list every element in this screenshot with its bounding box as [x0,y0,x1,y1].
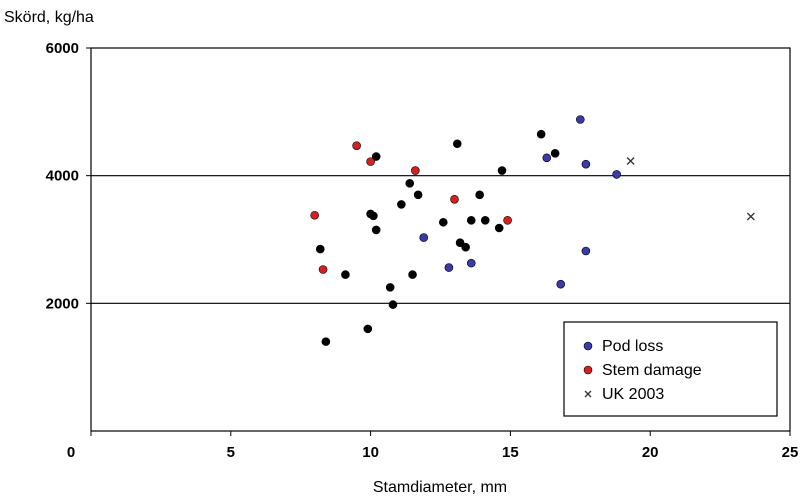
data-point [341,270,350,279]
data-point [363,324,373,334]
data-point [494,223,504,233]
legend-box [563,321,778,417]
legend-label: Pod loss [602,338,663,355]
data-point-pod-loss [444,263,454,272]
data-point [321,337,331,346]
data-point-pod-loss [419,233,429,242]
data-point-pod-loss [542,153,552,163]
data-point [413,190,423,200]
data-point-pod-loss [612,170,621,179]
legend-marker [583,341,593,351]
legend-label: UK 2003 [602,386,664,403]
data-point-pod-loss [581,246,591,256]
data-point [397,200,406,209]
data-point [466,216,476,225]
data-point [480,216,490,225]
data-point [369,211,378,221]
data-point-pod-loss [581,159,591,169]
x-mark-stroke [584,390,592,398]
data-point [385,283,395,292]
data-point [388,300,398,309]
data-point [550,149,560,158]
data-point [371,152,381,161]
data-point-pod-loss [556,279,566,289]
legend-label: Stem damage [602,362,702,379]
plot-area: 2000 4000 6000 0 5 10 15 20 25 [46,40,799,461]
y-tick-label: 6000 [46,40,79,57]
legend-marker-x [584,390,592,398]
x-axis-title: Stamdiameter, mm [373,479,507,496]
legend: Pod loss Stem damage UK 2003 [563,321,778,417]
data-point-stem-damage [366,157,375,166]
data-point-stem-damage [310,210,319,220]
x-tick-label: 20 [642,444,659,461]
x-mark-stroke [626,157,635,165]
y-tick-label: 2000 [46,295,79,312]
x-mark-stroke [746,212,755,221]
x-tick-label: 25 [782,444,799,461]
data-point [536,129,546,139]
data-point [461,242,470,252]
legend-marker [583,365,593,375]
data-point [452,139,462,149]
y-axis-title: Skörd, kg/ha [4,9,94,26]
data-point [408,270,417,279]
data-point [438,217,448,227]
data-point [371,225,381,235]
data-point-stem-damage [450,194,459,204]
x-tick-label: 15 [502,444,519,461]
plot-frame [90,47,791,432]
data-point [475,190,484,200]
data-point-pod-loss [466,258,476,268]
data-point-stem-damage [318,265,328,274]
data-point [455,238,465,247]
data-point-uk-2003 [626,157,635,165]
x-tick-label: 5 [227,444,235,461]
x-tick-label: 10 [362,444,379,461]
y-tick-label: 4000 [46,168,79,185]
data-point-uk-2003 [746,212,755,221]
data-point [315,244,325,254]
data-point [405,179,415,188]
data-point-stem-damage [352,141,361,150]
data-point [497,166,507,175]
data-point-pod-loss [575,115,585,124]
x-tick-label: 0 [67,444,75,461]
data-point-stem-damage [503,216,512,225]
data-point-stem-damage [411,166,420,175]
